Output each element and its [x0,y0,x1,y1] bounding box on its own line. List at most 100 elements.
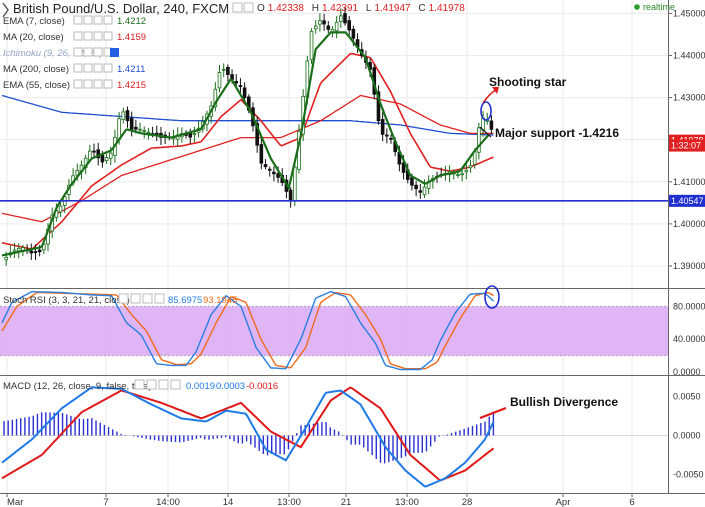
time-tick-label: 21 [341,497,352,507]
candle-body [414,184,418,190]
stoch-axis: 80.0000 40.0000 0.0000 [673,301,705,377]
candle-body [121,111,126,120]
time-tick-label: Apr [556,497,571,507]
eye-icon [73,79,83,89]
close-icon [93,15,103,25]
header-buttons[interactable] [232,2,254,13]
stoch-band [0,306,668,356]
candle-body [272,171,276,175]
legend-label[interactable]: MA (20, close) [3,32,64,43]
legend-value: 1.4159 [117,32,146,43]
candle-body [318,20,322,25]
symbol-title[interactable]: British Pound/U.S. Dollar, 240, FXCM [13,1,229,16]
candles [4,6,494,266]
price-tag-label: 1.40547 [671,196,704,206]
candle-body [288,189,293,201]
candle-body [33,251,38,253]
more-icon [170,379,181,390]
candle-body [351,28,356,39]
settings-icon [83,47,93,57]
price-tick-label: 1.45000 [673,8,705,18]
eye-icon [73,15,83,25]
candle-body [464,169,469,173]
time-axis[interactable]: Mar 7 14:00 14 13:00 21 13:00 28 Apr 6 [6,493,635,507]
macd-signal-value: 0.0003 [216,381,245,392]
price-axis[interactable]: 1.45000 1.44000 1.43000 1.41000 1.40000 1.390… [668,8,705,271]
close-icon [93,47,103,57]
stoch-k-value: 85.6975 [168,295,202,306]
candle-body [418,190,423,193]
candle-body [339,15,343,22]
candle-body [226,67,230,76]
close-icon [93,31,103,41]
more-icon [103,15,113,25]
more-icon [103,63,113,73]
candle-body [29,250,34,254]
candle-body [4,256,8,261]
more-icon [154,293,165,304]
divergence-line [479,406,507,420]
candle-body [138,128,142,131]
price-tick-label: 1.43000 [673,93,705,103]
close-icon [142,293,153,304]
candle-body [100,154,105,163]
candle-body [293,166,297,202]
candle-body [104,157,109,162]
eye-icon [73,31,83,41]
arrowhead-icon [492,87,499,94]
candle-body [146,131,151,134]
macd-legend[interactable]: MACD (12, 26, close, 9, false, true) 0.0… [3,379,278,392]
chevron-right-icon[interactable] [2,2,9,18]
legend-value: 1.4212 [117,16,146,27]
close-icon [93,79,103,89]
candle-body [259,144,264,164]
time-tick-label: 6 [629,497,634,507]
shooting-star-label: Shooting star [489,75,567,89]
legend-value: 1.4215 [117,80,146,91]
close-icon [93,63,103,73]
stoch-legend[interactable]: Stoch RSI (3, 3, 21, 21, close) 85.6975 … [3,293,237,306]
indicator-legend[interactable]: EMA (7, close) 1.4212 MA (20, close) 1.4159… [3,15,146,91]
legend-label[interactable]: EMA (7, close) [3,16,65,27]
stoch-tick-label: 0.0000 [673,367,701,377]
settings-icon [83,31,93,41]
candle-body [267,168,272,171]
candle-body [234,81,239,84]
candle-body [343,13,347,24]
candle-body [217,72,222,89]
legend-label[interactable]: MA (200, close) [3,64,69,75]
candle-body [385,134,389,137]
settings-icon [83,79,93,89]
bullish-divergence-label: Bullish Divergence [510,395,618,409]
time-tick-label: 13:00 [395,497,419,507]
candle-body [108,152,113,159]
candle-body [255,123,259,146]
stoch-k-line [1,290,494,371]
candle-body [12,249,17,252]
candle-body [142,129,147,132]
candle-body [221,68,226,71]
settings-icon [146,379,157,390]
settings-icon [243,2,254,13]
macd-buttons [134,379,181,390]
candle-body [263,164,268,168]
macd-tick-label: -0.0050 [673,469,704,479]
price-tick-label: 1.44000 [673,51,705,61]
eye-icon [134,379,145,390]
macd-line [1,386,495,488]
price-panel[interactable] [0,0,668,287]
legend-label[interactable]: Ichimoku (9, 26, 52, 26) [3,48,103,59]
close-icon [158,379,169,390]
eye-icon [232,2,243,13]
price-tag [669,194,705,207]
candle-body [37,249,42,253]
time-tick-label: 14 [223,497,234,507]
macd-axis: 0.0050 0.0000 -0.0050 [673,392,704,480]
time-tick-label: Mar [7,497,23,507]
time-tick-label: 7 [103,497,108,507]
legend-label[interactable]: EMA (55, close) [3,80,70,91]
candle-body [313,25,318,30]
candle-body [389,137,393,140]
candle-body [489,120,494,130]
